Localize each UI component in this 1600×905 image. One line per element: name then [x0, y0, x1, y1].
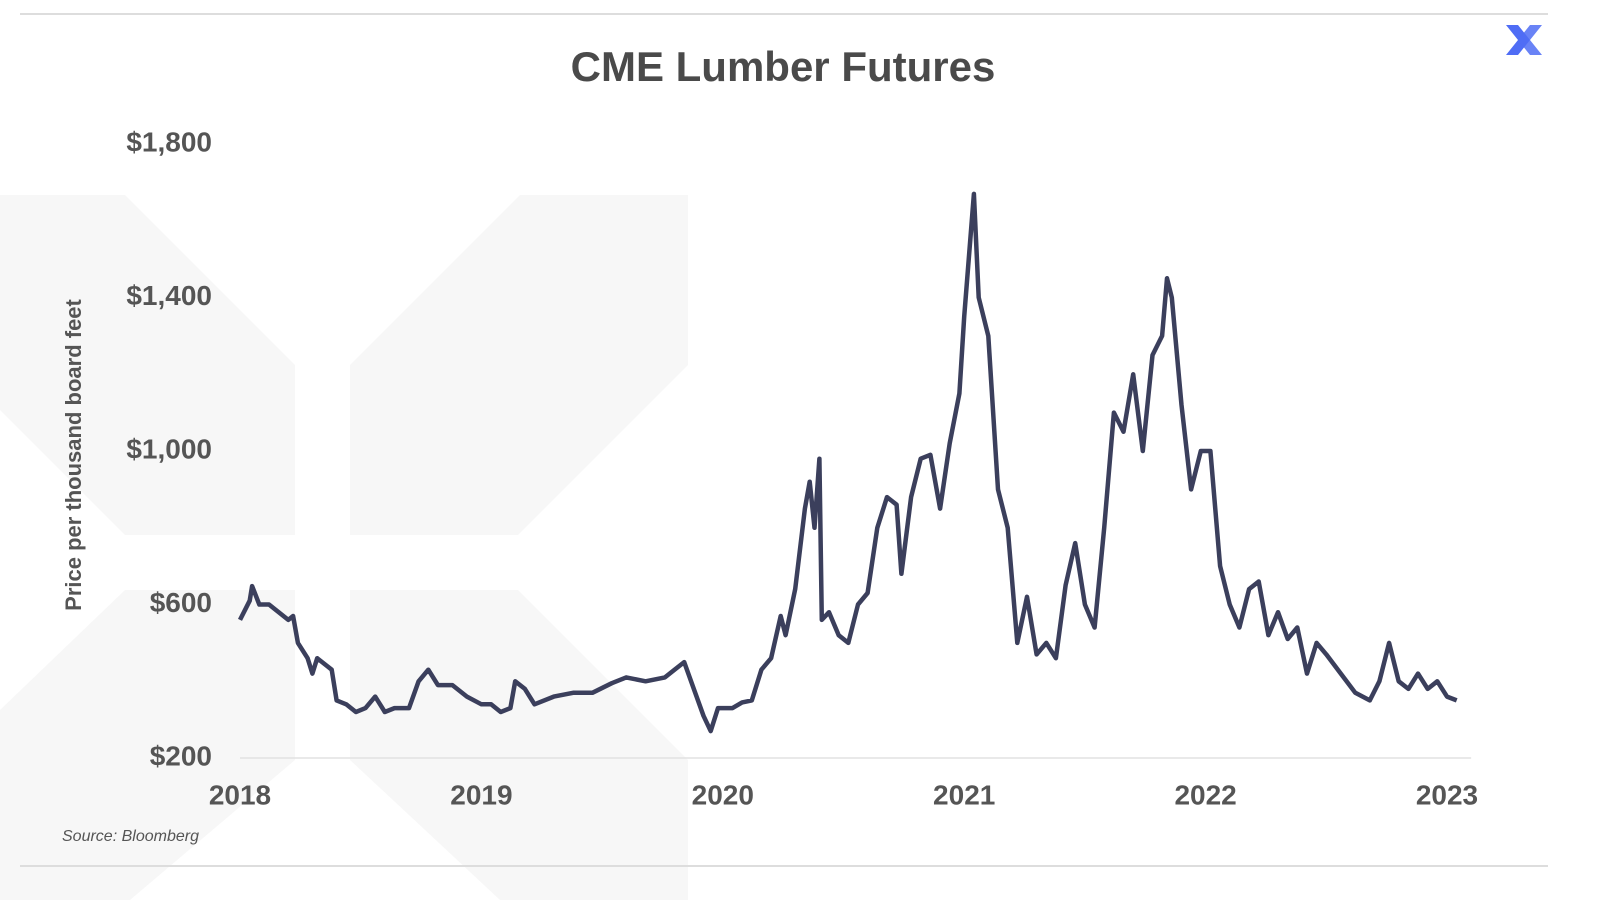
y-tick-label: $1,000 — [126, 433, 212, 464]
x-tick-label: 2022 — [1174, 779, 1236, 810]
y-tick-label: $1,400 — [126, 280, 212, 311]
x-tick-label: 2021 — [933, 779, 995, 810]
x-tick-label: 2020 — [692, 779, 754, 810]
source: Source: Bloomberg — [62, 828, 199, 845]
price-line — [237, 191, 1458, 734]
x-tick-label: 2019 — [450, 779, 512, 810]
y-tick-label: $1,800 — [126, 126, 212, 157]
logo — [1506, 25, 1542, 55]
x-tick-label: 2018 — [209, 779, 271, 810]
chart-title: CME Lumber Futures — [571, 43, 996, 90]
y-tick-label: $600 — [150, 587, 212, 618]
y-tick-label: $200 — [150, 740, 212, 771]
watermark — [0, 195, 688, 900]
y-axis-label: Price per thousand board feet — [61, 298, 86, 610]
x-tick-label: 2023 — [1416, 779, 1478, 810]
